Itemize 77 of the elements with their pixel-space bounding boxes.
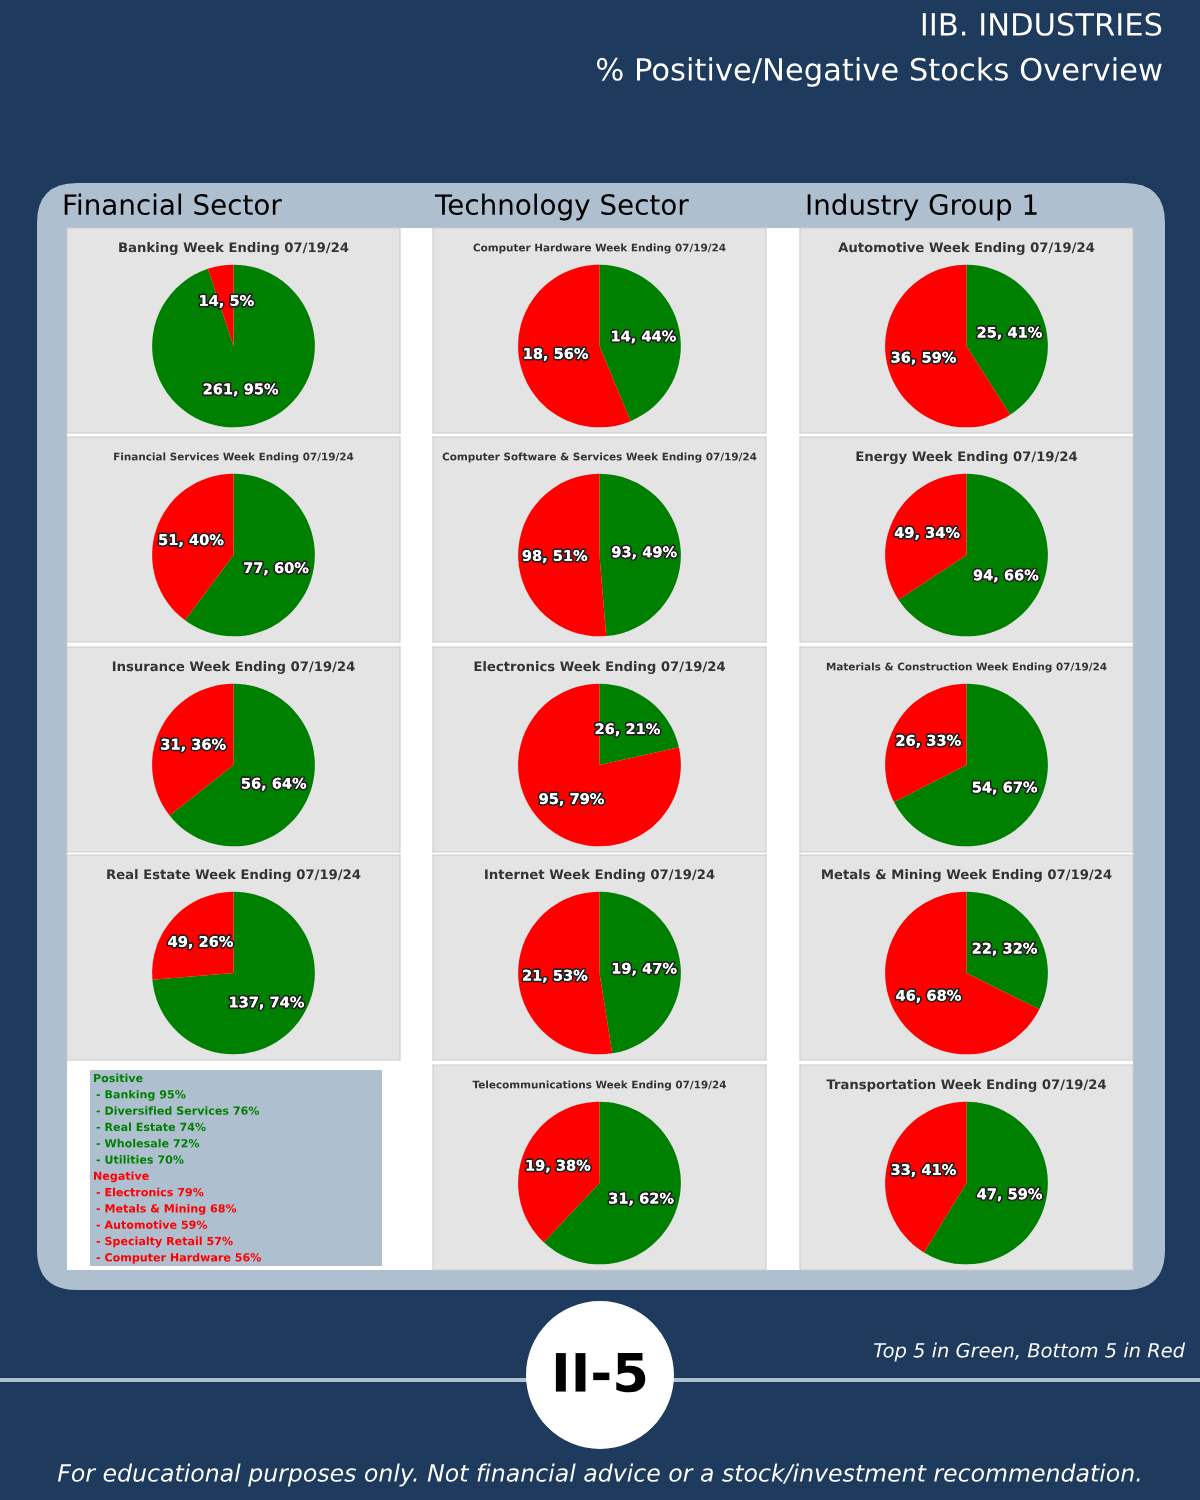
chart-title: Real Estate Week Ending 07/19/24 — [107, 869, 361, 882]
text: Positive — [94, 1073, 143, 1083]
data-label: 49, 26% — [168, 935, 233, 949]
text: II-5 — [555, 1353, 646, 1393]
data-label: 36, 59% — [891, 351, 956, 365]
text: - Wholesale 72% — [96, 1138, 200, 1148]
text: % Positive/Negative Stocks Overview — [596, 57, 1162, 87]
data-label: 33, 41% — [891, 1164, 956, 1177]
pie-slice — [599, 891, 681, 1054]
chart-title: Automotive Week Ending 07/19/24 — [838, 242, 1095, 255]
text: - Real Estate 74% — [96, 1122, 206, 1132]
data-label: 25, 41% — [977, 326, 1042, 340]
pie-slice — [518, 473, 607, 637]
text: - Utilities 70% — [96, 1155, 184, 1164]
data-label: 137, 74% — [230, 996, 304, 1010]
data-label: 19, 38% — [526, 1159, 591, 1173]
data-label: 19, 47% — [612, 962, 677, 976]
data-label: 49, 34% — [894, 526, 960, 540]
data-label: 95, 79% — [539, 793, 604, 807]
pie-slice — [152, 473, 234, 621]
text: Technology Sector — [434, 193, 689, 221]
data-label: 261, 95% — [203, 383, 279, 397]
pie-slice — [885, 473, 967, 600]
pie-slice — [885, 1101, 967, 1253]
chart-title: Internet Week Ending 07/19/24 — [485, 869, 715, 882]
pie-slice — [185, 473, 315, 637]
chart-title: Insurance Week Ending 07/19/24 — [112, 661, 355, 674]
pie-slice — [885, 891, 1040, 1055]
text: IIB. INDUSTRIES — [922, 12, 1162, 36]
chart-title: Energy Week Ending 07/19/24 — [856, 451, 1078, 464]
pie-slice — [894, 683, 1048, 847]
data-label: 18, 56% — [524, 347, 589, 361]
data-label: 93, 49% — [612, 546, 677, 560]
text: Industry Group 1 — [807, 193, 1037, 221]
pie-slice — [923, 1101, 1048, 1265]
data-label: 46, 68% — [896, 989, 961, 1003]
text: Top 5 in Green, Bottom 5 in Red — [874, 1342, 1186, 1362]
chart-title: Computer Hardware Week Ending 07/19/24 — [473, 243, 726, 254]
pie-slice — [152, 891, 315, 1055]
pie-slice — [518, 891, 613, 1055]
pie-slice — [966, 264, 1048, 415]
data-label: 54, 67% — [972, 781, 1038, 795]
text: - Metals & Mining 68% — [96, 1203, 237, 1215]
data-label: 56, 64% — [241, 777, 307, 791]
text: - Automotive 59% — [96, 1220, 208, 1229]
chart-title: Materials & Construction Week Ending 07/19/24 — [826, 662, 1107, 673]
pie-slice — [599, 473, 681, 637]
text: - Electronics 79% — [96, 1187, 204, 1197]
text: Financial Sector — [64, 193, 282, 216]
data-label: 22, 32% — [972, 942, 1037, 956]
chart-title: Financial Services Week Ending 07/19/24 — [114, 452, 354, 463]
pie-slice — [152, 264, 315, 428]
chart-title: Telecommunications Week Ending 07/19/24 — [472, 1080, 726, 1091]
pie-slice — [518, 683, 681, 847]
text: - Banking 95% — [96, 1089, 186, 1101]
data-label: 21, 53% — [523, 969, 588, 983]
text: - Computer Hardware 56% — [96, 1252, 262, 1264]
text: - Diversified Services 76% — [96, 1106, 260, 1115]
pie-slice — [518, 1101, 600, 1243]
chart-title: Electronics Week Ending 07/19/24 — [474, 661, 726, 674]
text: - Specialty Retail 57% — [96, 1236, 233, 1248]
pie-slice — [599, 264, 681, 422]
data-label: 51, 40% — [159, 534, 224, 548]
data-label: 26, 33% — [896, 734, 961, 748]
data-label: 98, 51% — [522, 550, 588, 563]
data-label: 14, 44% — [612, 330, 676, 344]
text: For educational purposes only. Not financial advice or a stock/investment recommendation. — [57, 1463, 1140, 1487]
data-label: 47, 59% — [977, 1188, 1043, 1202]
chart-title: Transportation Week Ending 07/19/24 — [826, 1079, 1106, 1092]
text: Negative — [94, 1171, 149, 1183]
chart-title: Banking Week Ending 07/19/24 — [119, 242, 349, 255]
data-label: 31, 36% — [161, 738, 226, 752]
data-label: 31, 62% — [609, 1192, 674, 1206]
data-label: 77, 60% — [244, 562, 309, 576]
data-label: 94, 66% — [973, 569, 1039, 583]
chart-title: Computer Software & Services Week Ending 07/19/24 — [442, 452, 757, 463]
chart-title: Metals & Mining Week Ending 07/19/24 — [822, 869, 1112, 882]
